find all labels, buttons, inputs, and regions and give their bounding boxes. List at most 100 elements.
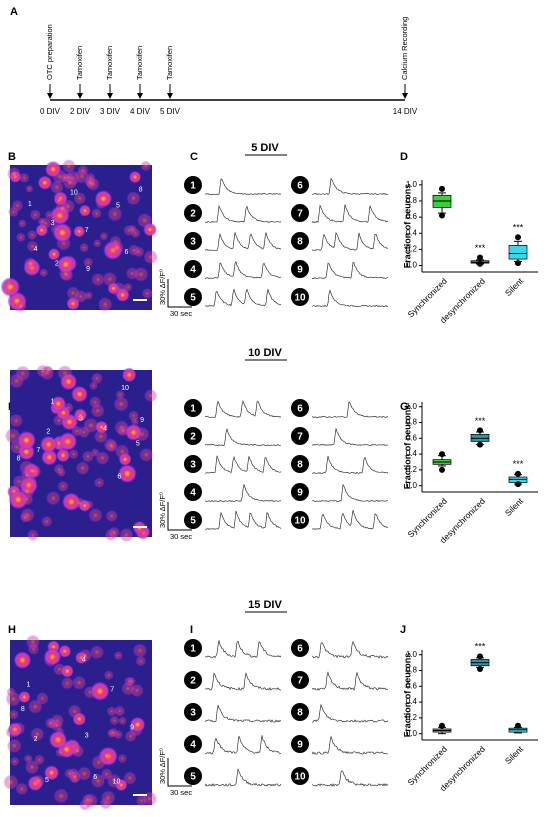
cell-body	[101, 751, 111, 760]
cell-body	[50, 719, 63, 732]
y-tick-label: 0.8	[406, 418, 418, 427]
cell-body	[129, 716, 146, 733]
cell-body	[135, 655, 147, 667]
trace-number: 7	[297, 432, 303, 443]
cell-label: 1	[27, 681, 31, 688]
section-title: 5 DIV	[251, 142, 279, 154]
cell-body	[107, 206, 123, 222]
cell-body	[126, 191, 141, 206]
trace-badge	[291, 427, 309, 445]
trace-badge	[184, 703, 202, 721]
cell-label: 5	[45, 777, 49, 784]
cell-body	[28, 466, 37, 476]
cell-body	[143, 249, 158, 265]
outlier	[439, 212, 445, 219]
cell-body	[81, 793, 94, 806]
cell-body	[9, 413, 24, 428]
trace-badge	[184, 511, 202, 529]
cell-body	[52, 222, 73, 243]
trace-badge	[291, 204, 309, 222]
cell-label: 9	[130, 724, 134, 731]
cell-body	[68, 448, 79, 460]
cell-body	[3, 774, 19, 790]
cell-body	[43, 647, 62, 666]
trace-badge	[291, 483, 309, 501]
trace-badge	[291, 288, 309, 306]
cell-body	[68, 770, 82, 784]
calcium-trace	[311, 735, 389, 755]
cell-body	[39, 268, 49, 278]
cell-body	[84, 177, 97, 189]
calcium-trace	[311, 483, 389, 502]
cell-body	[100, 789, 116, 806]
cell-body	[30, 727, 45, 742]
trace-number: 10	[294, 772, 306, 783]
cell-body	[77, 426, 91, 439]
calcium-trace	[311, 289, 389, 308]
outlier	[515, 260, 521, 267]
trace-number: 4	[190, 488, 196, 499]
calcium-trace	[311, 231, 389, 251]
panel-label: J	[400, 624, 406, 636]
cell-body	[47, 247, 61, 261]
trace-number: 3	[190, 708, 196, 719]
significance: ***	[475, 416, 486, 426]
cell-body	[73, 191, 87, 205]
cell-body	[128, 224, 138, 234]
cell-label: 10	[70, 189, 78, 196]
trace-number: 1	[190, 644, 196, 655]
cell-body	[18, 172, 30, 184]
cell-label: 7	[36, 447, 40, 454]
cell-body	[133, 246, 145, 258]
y-tick-label: 0.0	[406, 261, 418, 270]
panel-label: H	[8, 624, 16, 636]
cell-body	[4, 427, 21, 444]
trace-badge	[184, 767, 202, 785]
cell-body	[79, 242, 89, 253]
scale-bar	[167, 758, 192, 787]
outlier	[515, 234, 521, 241]
cell-body	[94, 189, 113, 208]
y-tick-label: 0.4	[406, 449, 418, 458]
trace-number: 8	[297, 460, 303, 471]
cell-body	[73, 225, 86, 238]
trace-badge	[184, 232, 202, 250]
cell-label: 10	[121, 385, 129, 392]
trace-number: 10	[294, 293, 306, 304]
outlier	[477, 260, 483, 267]
cell-body	[58, 266, 73, 281]
cell-body	[119, 527, 134, 543]
cell-body	[43, 765, 60, 781]
cell-body	[113, 705, 126, 717]
cell-body	[89, 644, 105, 660]
calcium-trace	[311, 770, 389, 787]
trace-number: 7	[297, 209, 303, 220]
scale-label-x: 30 sec	[170, 309, 192, 318]
outlier	[477, 254, 483, 261]
outlier	[439, 451, 445, 458]
cell-body	[57, 480, 69, 492]
cell-body	[99, 231, 109, 241]
trace-number: 1	[190, 404, 196, 415]
cell-body	[48, 730, 68, 750]
cell-body	[26, 240, 39, 253]
trace-number: 5	[190, 772, 196, 783]
trace-badge	[291, 735, 309, 753]
trace-number: 4	[190, 265, 196, 276]
calcium-trace	[204, 427, 281, 447]
cell-body	[50, 395, 67, 412]
calcium-trace	[311, 177, 389, 196]
cell-label: 7	[85, 227, 89, 234]
trace-number: 7	[297, 676, 303, 687]
event-label: Tamoxifen	[165, 46, 174, 80]
trace-badge	[291, 671, 309, 689]
cell-body	[59, 173, 70, 183]
calcium-trace	[311, 703, 389, 723]
cell-body	[108, 727, 119, 738]
cell-body	[6, 166, 21, 181]
cell-body	[58, 431, 78, 452]
scale-label-y: 30% ΔF/F⁰	[158, 748, 167, 784]
cell-body	[141, 287, 153, 300]
cell-body	[61, 159, 76, 174]
significance: ***	[475, 642, 486, 652]
